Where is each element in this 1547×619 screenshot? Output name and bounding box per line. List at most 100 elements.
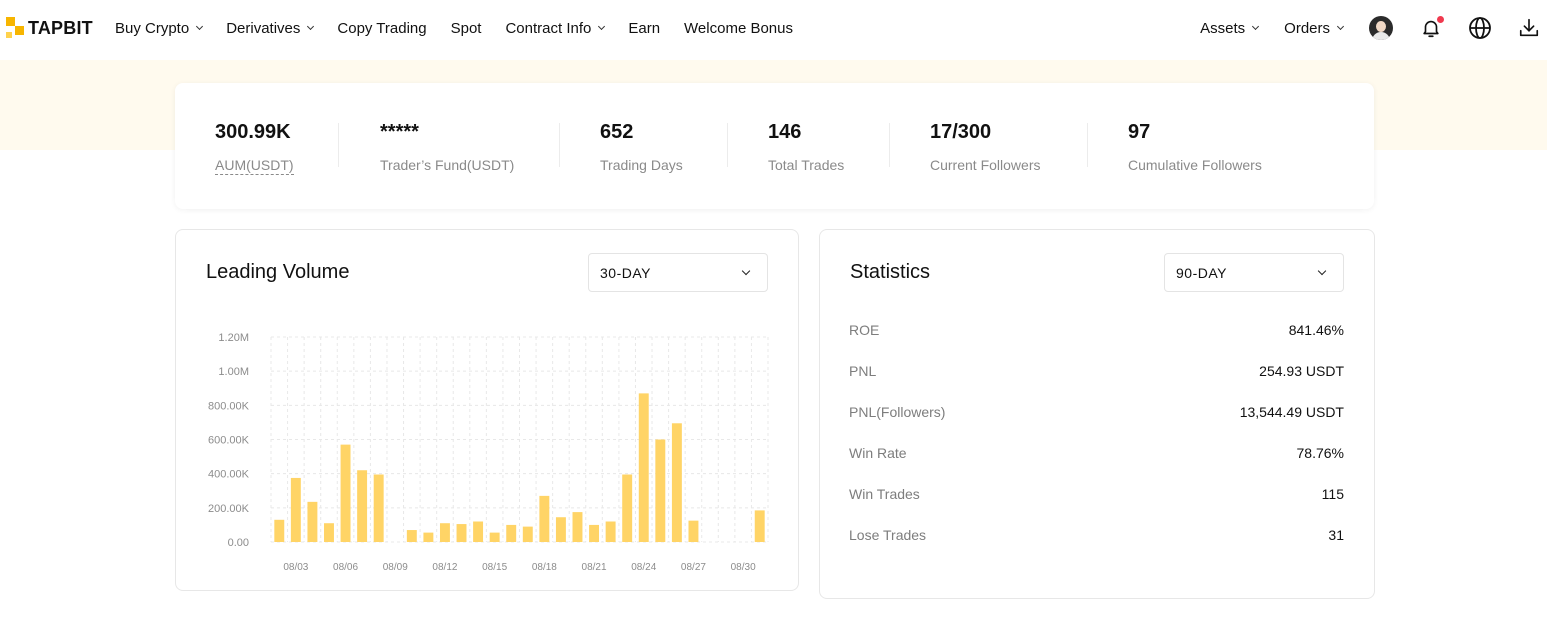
x-tick-label: 08/12 — [432, 562, 457, 573]
stat-row-lose-trades: Lose Trades 31 — [849, 527, 1344, 543]
volume-bar[interactable] — [373, 474, 384, 542]
leading-volume-chart: 0.00 200.00K 400.00K 600.00K 800.00K 1.00M 1.2… — [208, 332, 769, 573]
notifications-button[interactable] — [1418, 15, 1444, 41]
x-tick-label: 08/27 — [681, 562, 706, 573]
chevron-down-icon — [1252, 22, 1260, 30]
leading-volume-period-select[interactable]: 30-DAY — [588, 253, 768, 292]
avatar[interactable] — [1369, 16, 1393, 40]
cumulative-label: Cumulative Followers — [1128, 157, 1262, 173]
nav-contract-info-label: Contract Info — [505, 19, 592, 37]
volume-bar[interactable] — [456, 524, 467, 542]
nav-assets[interactable]: Assets — [1200, 19, 1260, 37]
stat-row-pnl: PNL 254.93 USDT — [849, 363, 1344, 379]
followers-label: Current Followers — [930, 157, 1041, 173]
y-tick-label: 800.00K — [208, 400, 250, 412]
x-tick-label: 08/15 — [482, 562, 507, 573]
volume-bar[interactable] — [754, 510, 765, 542]
volume-bar[interactable] — [423, 532, 434, 542]
stat-row-label: PNL(Followers) — [849, 404, 946, 420]
volume-bar[interactable] — [340, 444, 351, 542]
y-tick-label: 0.00 — [228, 537, 249, 549]
volume-bar[interactable] — [522, 526, 533, 542]
volume-bar[interactable] — [274, 519, 285, 542]
nav-orders-label: Orders — [1284, 19, 1330, 37]
statistics-period-select[interactable]: 90-DAY — [1164, 253, 1344, 292]
volume-bar[interactable] — [671, 423, 682, 542]
volume-bar[interactable] — [506, 524, 517, 542]
notification-dot — [1437, 16, 1444, 23]
logo[interactable]: TAPBIT — [6, 17, 93, 39]
stat-total-trades: 146 Total Trades — [768, 121, 844, 173]
chevron-down-icon — [1336, 22, 1345, 30]
y-tick-label: 1.00M — [218, 366, 249, 378]
nav-assets-label: Assets — [1200, 19, 1246, 37]
nav-buy-crypto[interactable]: Buy Crypto — [115, 20, 204, 37]
x-tick-label: 08/06 — [333, 562, 358, 573]
x-tick-label: 08/18 — [532, 562, 557, 573]
y-tick-label: 1.20M — [218, 332, 249, 344]
stat-row-value: 115 — [1321, 486, 1344, 502]
volume-bar[interactable] — [638, 393, 649, 542]
y-tick-label: 400.00K — [208, 469, 250, 481]
download-button[interactable] — [1516, 15, 1542, 41]
volume-bar[interactable] — [307, 501, 318, 542]
fund-label: Trader’s Fund(USDT) — [380, 157, 515, 173]
leading-volume-title: Leading Volume — [206, 261, 350, 283]
cumulative-value: 97 — [1128, 121, 1151, 143]
volume-bar[interactable] — [357, 470, 368, 542]
nav-contract-info[interactable]: Contract Info — [505, 19, 606, 37]
bell-icon — [1423, 20, 1439, 38]
stat-row-value: 254.93 USDT — [1259, 363, 1344, 379]
divider — [338, 123, 339, 167]
nav-copy-trading[interactable]: Copy Trading — [337, 20, 426, 37]
nav-welcome-bonus[interactable]: Welcome Bonus — [684, 20, 793, 37]
aum-label[interactable]: AUM(USDT) — [215, 157, 294, 175]
nav-earn-label: Earn — [628, 19, 661, 37]
chevron-down-icon — [196, 22, 204, 30]
volume-bar[interactable] — [622, 474, 633, 542]
volume-bar[interactable] — [489, 532, 500, 542]
days-label: Trading Days — [600, 157, 683, 173]
volume-bar[interactable] — [655, 439, 666, 543]
days-value: 652 — [600, 121, 634, 143]
nav-right: Assets Orders — [1200, 0, 1547, 56]
x-tick-label: 08/21 — [582, 562, 607, 573]
volume-bar[interactable] — [539, 495, 550, 542]
nav-orders[interactable]: Orders — [1284, 19, 1345, 37]
trades-value: 146 — [768, 121, 802, 143]
top-nav: TAPBIT Buy Crypto Derivatives Copy Trading… — [0, 0, 1547, 56]
x-tick-label: 08/03 — [283, 562, 308, 573]
nav-earn[interactable]: Earn — [628, 20, 660, 37]
volume-bar[interactable] — [688, 520, 699, 542]
language-button[interactable] — [1467, 15, 1493, 41]
logo-text: TAPBIT — [28, 17, 93, 38]
globe-icon — [1469, 17, 1491, 39]
stat-row-value: 78.76% — [1296, 445, 1344, 461]
statistics-period-value: 90-DAY — [1176, 264, 1227, 281]
volume-bar[interactable] — [555, 517, 566, 542]
volume-bar[interactable] — [605, 521, 616, 543]
nav-derivatives[interactable]: Derivatives — [226, 19, 315, 37]
stat-row-label: PNL — [849, 363, 877, 379]
volume-bar[interactable] — [324, 523, 334, 542]
volume-bar[interactable] — [290, 477, 301, 542]
volume-bar[interactable] — [589, 524, 600, 542]
fund-value: ***** — [380, 121, 419, 143]
volume-bar[interactable] — [473, 521, 484, 543]
nav-links: Buy Crypto Derivatives Copy Trading Spot Con… — [115, 0, 817, 56]
stat-row-value: 31 — [1328, 527, 1344, 543]
stat-row-label: Win Trades — [849, 486, 920, 502]
stat-row-win-trades: Win Trades 115 — [849, 486, 1344, 502]
stat-aum: 300.99K AUM(USDT) — [215, 121, 294, 175]
volume-bar[interactable] — [439, 523, 450, 542]
stat-cumulative-followers: 97 Cumulative Followers — [1128, 121, 1262, 173]
stat-row-label: Win Rate — [849, 445, 907, 461]
volume-bar[interactable] — [572, 512, 583, 542]
volume-bar[interactable] — [406, 530, 417, 542]
chevron-down-icon — [598, 22, 606, 30]
followers-value: 17/300 — [930, 121, 992, 143]
nav-spot[interactable]: Spot — [451, 20, 482, 37]
nav-derivatives-label: Derivatives — [226, 19, 301, 37]
stat-current-followers: 17/300 Current Followers — [930, 121, 1040, 173]
download-icon — [1519, 18, 1539, 37]
